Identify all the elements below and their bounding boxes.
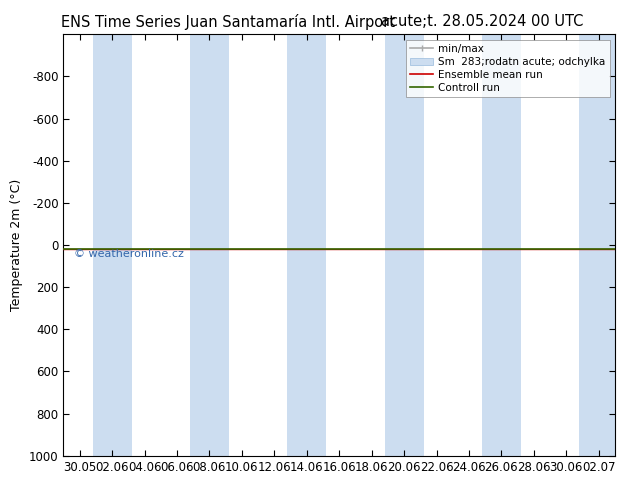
Bar	[93, 34, 131, 456]
Bar	[579, 34, 618, 456]
Legend: min/max, Sm  283;rodatn acute; odchylka, Ensemble mean run, Controll run: min/max, Sm 283;rodatn acute; odchylka, …	[406, 40, 610, 97]
Text: acute;t. 28.05.2024 00 UTC: acute;t. 28.05.2024 00 UTC	[380, 14, 583, 29]
Y-axis label: Temperature 2m (°C): Temperature 2m (°C)	[10, 179, 23, 311]
Bar	[287, 34, 327, 456]
Bar	[385, 34, 424, 456]
Bar	[482, 34, 521, 456]
Bar	[190, 34, 229, 456]
Text: ENS Time Series Juan Santamaría Intl. Airport: ENS Time Series Juan Santamaría Intl. Ai…	[61, 14, 395, 30]
Text: © weatheronline.cz: © weatheronline.cz	[74, 249, 184, 259]
